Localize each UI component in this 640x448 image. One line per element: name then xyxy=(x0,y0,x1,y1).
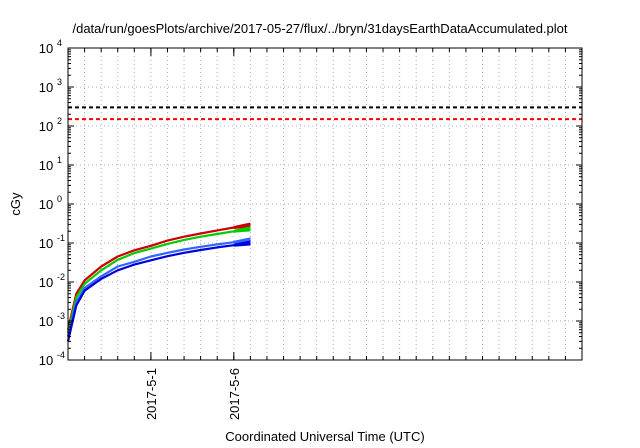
y-axis-label: cGy xyxy=(8,192,23,216)
y-tick-label: 10 xyxy=(39,353,53,368)
ticks: 10 -4 10 -3 10 -2 10 -1 10 0 10 1 10 2 10 3 10 4 2017-5-1 2… xyxy=(39,38,583,420)
y-tick-label: 10 xyxy=(39,197,53,212)
y-tick-exponent: 3 xyxy=(57,77,62,87)
series-line-6 xyxy=(66,241,251,342)
y-tick-exponent: -2 xyxy=(57,272,65,282)
series-line-4 xyxy=(66,227,251,333)
y-tick-label: 10 xyxy=(39,119,53,134)
x-tick-label: 2017-5-6 xyxy=(227,368,242,420)
series-band-4 xyxy=(233,226,251,233)
y-tick-exponent: 1 xyxy=(57,155,62,165)
y-tick-exponent: -3 xyxy=(57,311,65,321)
y-tick-label: 10 xyxy=(39,314,53,329)
y-tick-exponent: -4 xyxy=(57,350,65,360)
y-tick-exponent: 4 xyxy=(57,38,62,48)
y-tick-exponent: 2 xyxy=(57,116,62,126)
y-tick-exponent: 0 xyxy=(57,194,62,204)
y-tick-label: 10 xyxy=(39,41,53,56)
grid xyxy=(67,47,583,361)
series-line-3 xyxy=(66,223,251,330)
series-group xyxy=(66,106,582,342)
series-line-5 xyxy=(66,238,251,337)
x-axis-label: Coordinated Universal Time (UTC) xyxy=(225,429,424,444)
y-tick-exponent: -1 xyxy=(57,233,65,243)
y-tick-label: 10 xyxy=(39,236,53,251)
x-tick-label: 2017-5-1 xyxy=(144,368,159,420)
plot-frame xyxy=(67,47,583,361)
chart-title: /data/run/goesPlots/archive/2017-05-27/f… xyxy=(72,21,567,36)
y-tick-label: 10 xyxy=(39,275,53,290)
y-tick-label: 10 xyxy=(39,158,53,173)
series-band-6 xyxy=(233,240,251,247)
y-tick-label: 10 xyxy=(39,80,53,95)
